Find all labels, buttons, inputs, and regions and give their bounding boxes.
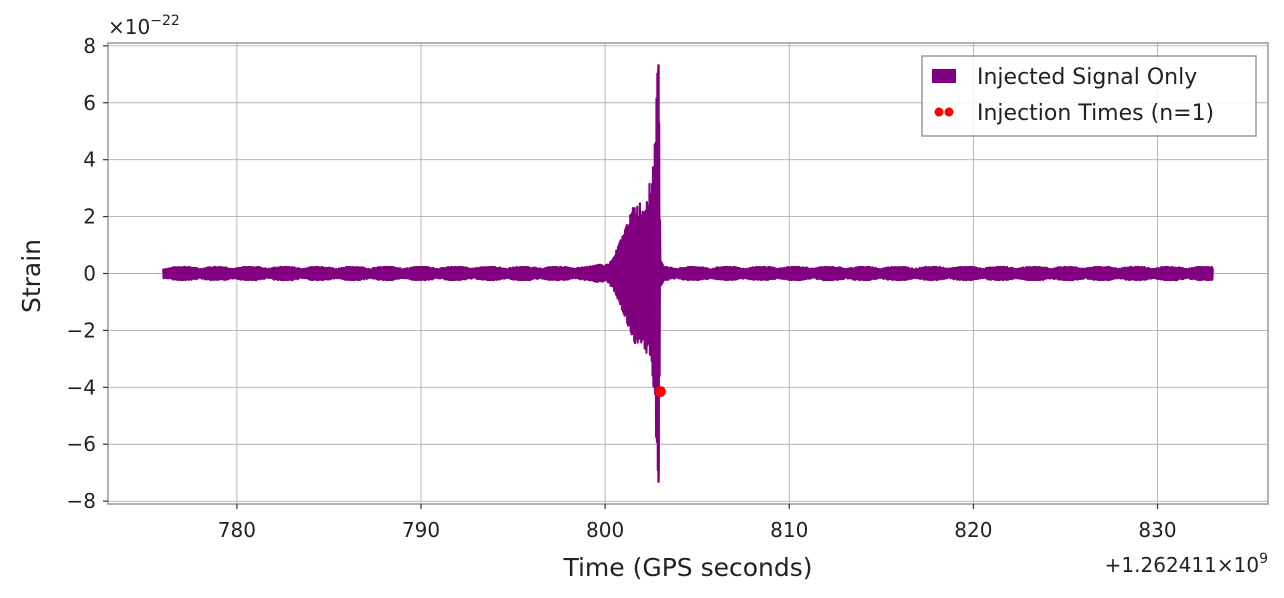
strain-series-line	[162, 68, 1214, 476]
y-tick-label: 0	[83, 262, 96, 286]
y-tick-label: 6	[83, 91, 96, 115]
y-multiplier-base: ×10	[108, 15, 150, 39]
x-tick-label: 810	[770, 518, 808, 542]
x-axis-offset: +1.262411×109	[1105, 551, 1268, 577]
y-tick-label: −4	[67, 375, 96, 399]
legend-swatch-injected-signal	[932, 69, 956, 83]
legend-box	[921, 55, 1257, 137]
y-axis-label: Strain	[17, 239, 46, 313]
x-tick-label: 800	[586, 518, 624, 542]
y-multiplier-exponent: −22	[150, 13, 180, 29]
y-tick-label: 2	[83, 205, 96, 229]
x-axis-ticks: 780 790 800 810 820 830	[218, 504, 1177, 542]
x-tick-label: 820	[954, 518, 992, 542]
y-tick-label: 8	[83, 34, 96, 58]
x-tick-label: 780	[218, 518, 256, 542]
y-axis-multiplier: ×10−22	[108, 13, 180, 39]
y-tick-label: −8	[67, 489, 96, 513]
legend-label-injection-times: Injection Times (n=1)	[977, 101, 1214, 126]
y-tick-label: −2	[67, 318, 96, 342]
x-axis-label: Time (GPS seconds)	[562, 553, 812, 582]
plot-data	[162, 64, 1214, 483]
injection-time-marker	[654, 386, 666, 398]
x-offset-base: +1.262411×10	[1105, 553, 1259, 577]
legend-label-injected-signal: Injected Signal Only	[977, 65, 1197, 90]
y-tick-label: 4	[83, 148, 96, 172]
legend: Injected Signal Only Injection Times (n=…	[921, 55, 1257, 137]
x-offset-exponent: 9	[1259, 551, 1268, 567]
y-axis-ticks: −8 −6 −4 −2 0 2 4 6 8	[67, 34, 108, 513]
y-tick-label: −6	[67, 432, 96, 456]
x-tick-label: 790	[402, 518, 440, 542]
x-tick-label: 830	[1138, 518, 1176, 542]
legend-marker-injection-times-b	[944, 107, 954, 117]
legend-marker-injection-times-a	[934, 107, 944, 117]
